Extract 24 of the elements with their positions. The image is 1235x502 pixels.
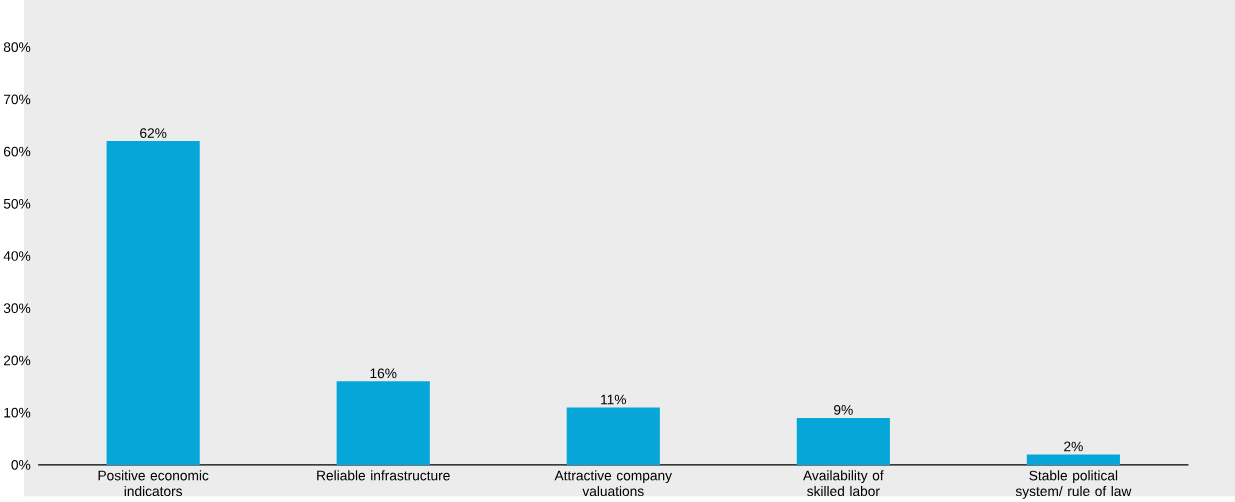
bar: [566, 407, 660, 465]
x-tick-label: Attractive company valuations: [554, 470, 672, 497]
x-tick-label: Availability of skilled labor: [803, 470, 884, 497]
x-tick-label: Positive economic indicators: [98, 470, 209, 497]
y-tick-label: 70%: [3, 94, 31, 105]
x-tick-label: Reliable infrastructure: [317, 470, 450, 481]
y-tick-label: 40%: [3, 251, 31, 261]
y-tick-label: 10%: [4, 407, 31, 418]
y-tick-label: 50%: [3, 198, 31, 209]
y-tick-label: 60%: [3, 146, 31, 157]
data-label: 2%: [1064, 441, 1083, 452]
y-tick-label: 0%: [11, 459, 31, 470]
data-label: 9%: [834, 404, 853, 415]
bar: [796, 417, 890, 465]
bar: [1026, 454, 1120, 465]
y-tick-label: 30%: [3, 303, 31, 314]
x-tick-label: Stable political system/ rule of law: [1015, 470, 1132, 499]
bar: [336, 381, 430, 465]
y-tick-label: 80%: [3, 42, 31, 52]
y-tick-label: 20%: [3, 355, 31, 366]
data-label: 11%: [601, 394, 627, 405]
bar: [106, 141, 200, 465]
data-label: 16%: [370, 368, 397, 379]
data-label: 62%: [140, 128, 167, 138]
